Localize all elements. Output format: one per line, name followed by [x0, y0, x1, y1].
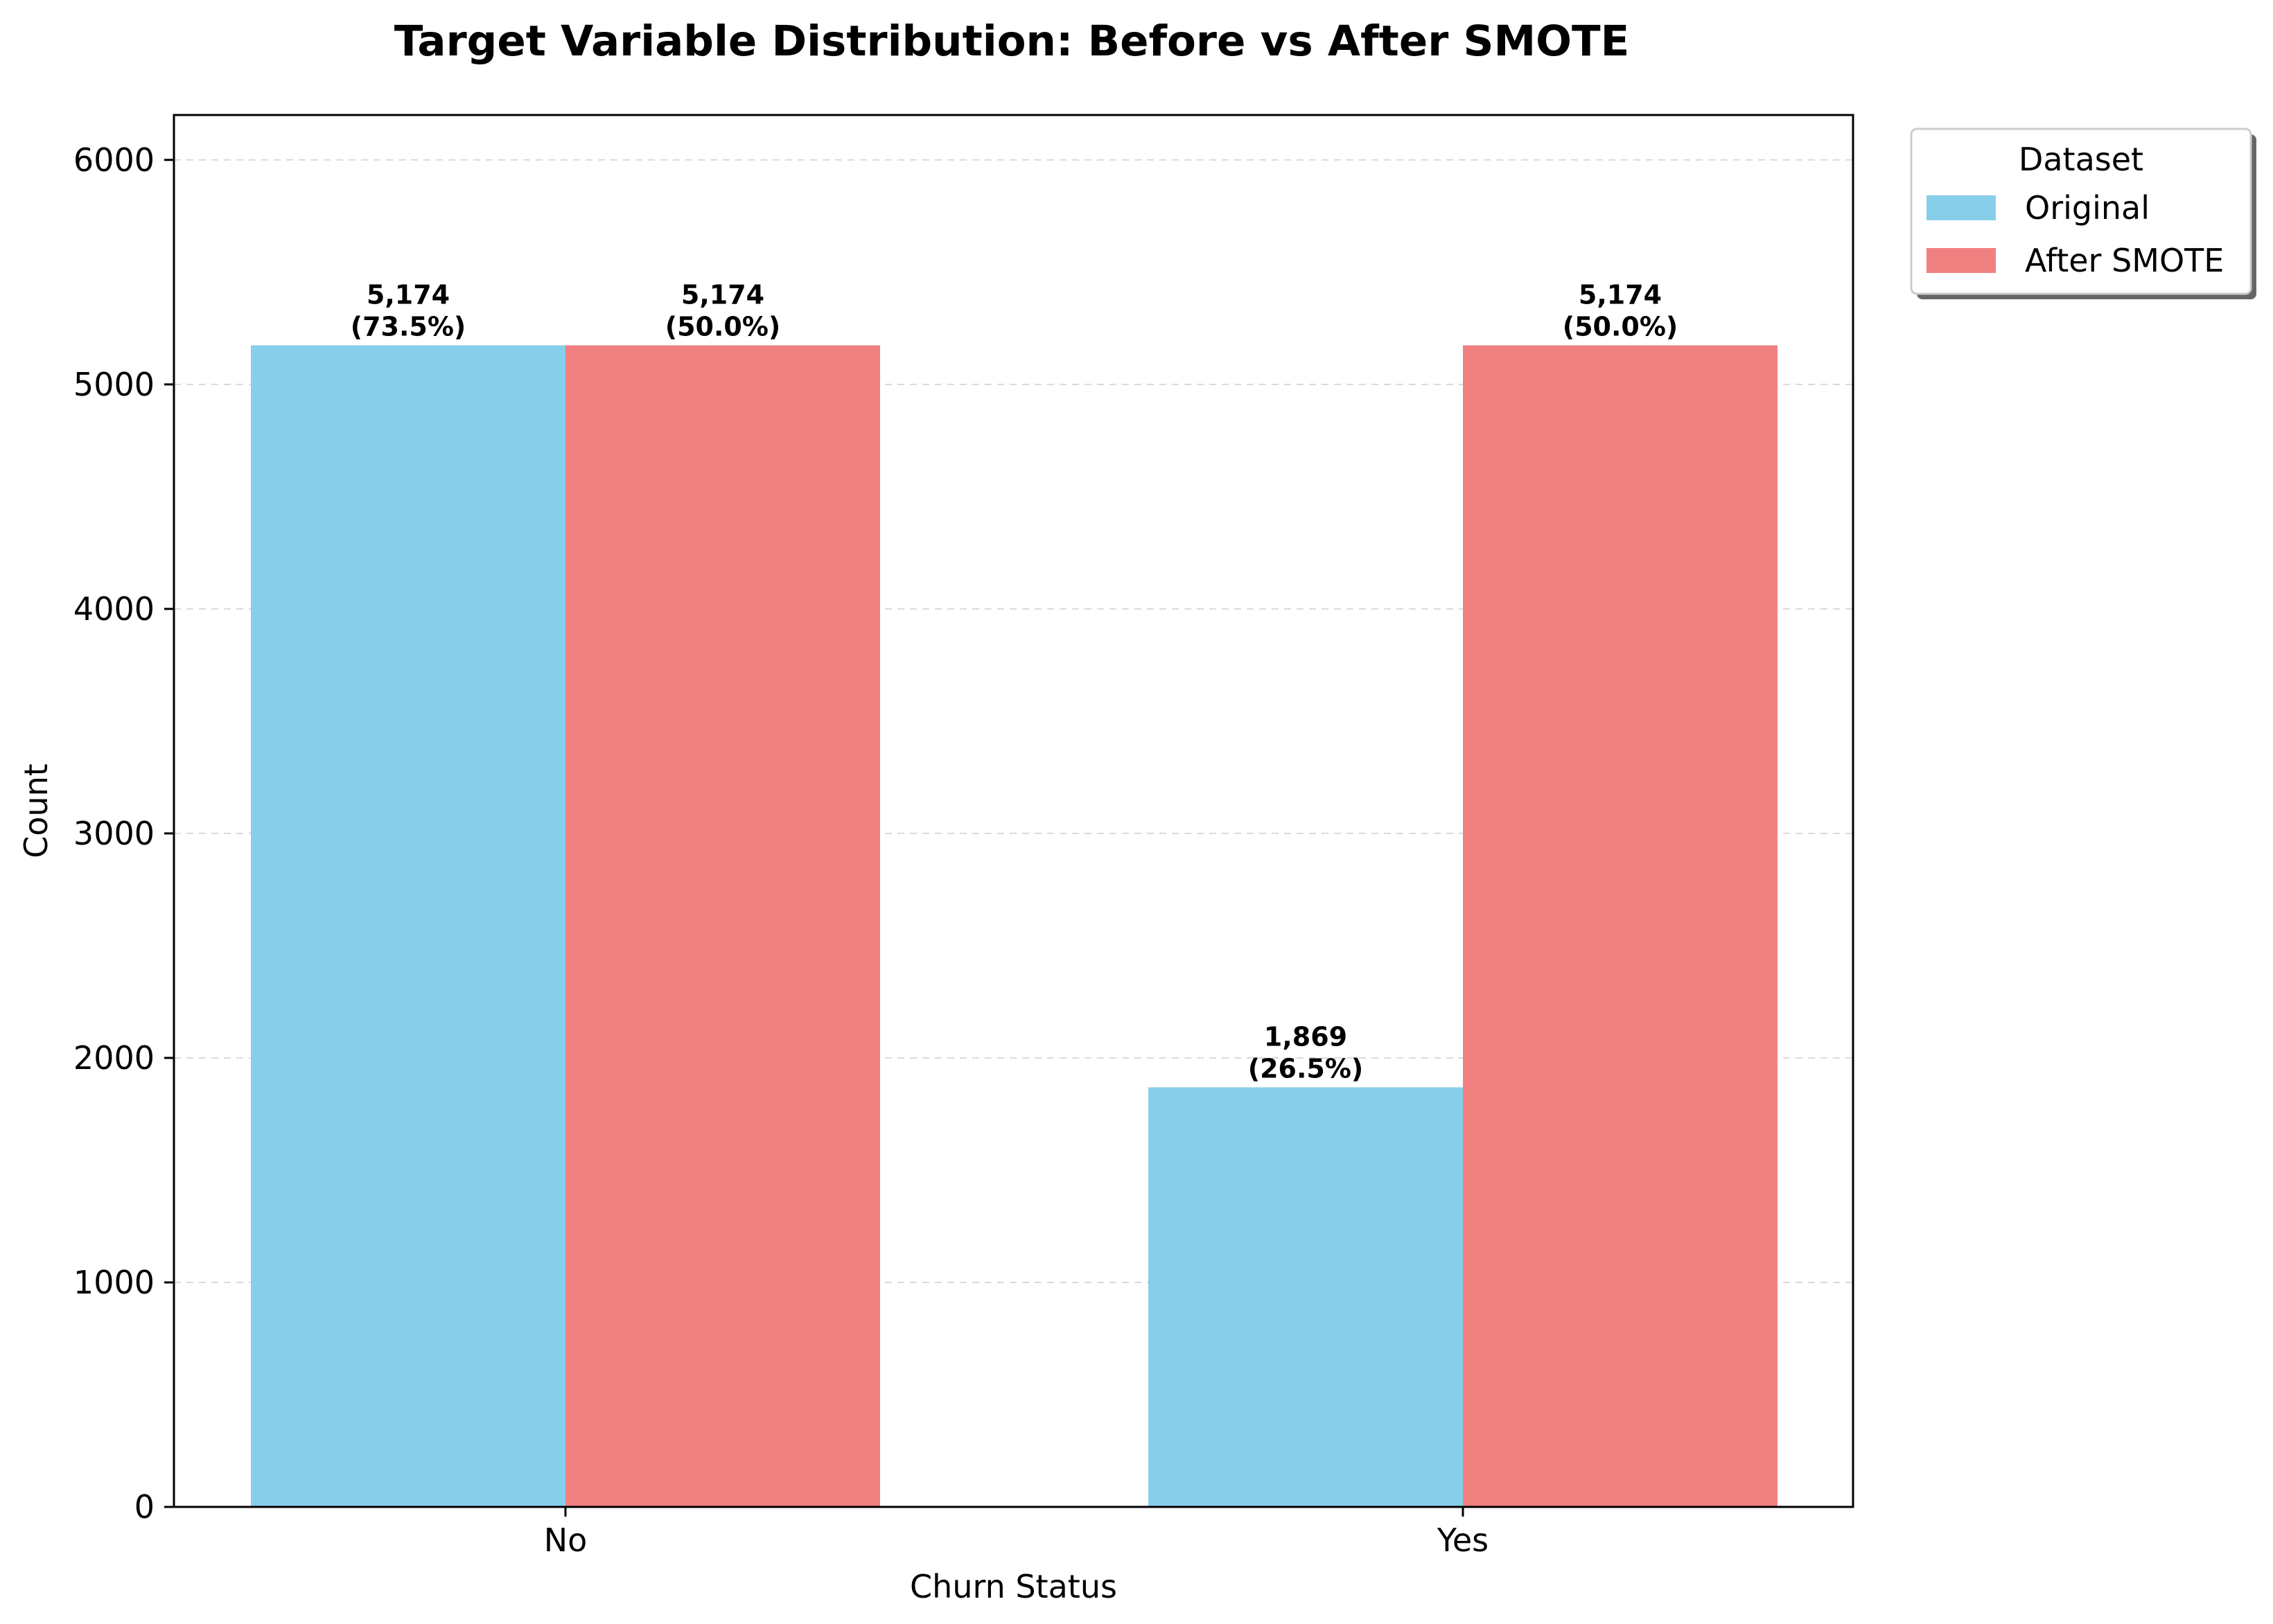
legend: Dataset Original After SMOTE — [1910, 127, 2256, 299]
legend-title: Dataset — [2019, 141, 2143, 178]
data-label: 5,174 (50.0%) — [665, 279, 781, 342]
x-tick-label: No — [544, 1521, 588, 1559]
data-labels: 5,174 (73.5%) 5,174 (50.0%) 1,869 (26.5%) 5,17… — [351, 279, 1678, 1084]
legend-box — [1910, 127, 2252, 295]
y-axis: 0 1000 2000 3000 4000 5000 6000 — [73, 141, 174, 1526]
plot-frame — [173, 114, 1854, 1508]
y-tick-label: 3000 — [73, 815, 155, 852]
bars — [251, 345, 1778, 1508]
data-label: 5,174 (73.5%) — [351, 279, 466, 342]
x-axis-label: Churn Status — [910, 1568, 1117, 1605]
data-label: 5,174 (50.0%) — [1563, 279, 1678, 342]
legend-label-after-smote: After SMOTE — [2025, 242, 2224, 279]
chart-title: Target Variable Distribution: Before vs … — [394, 17, 1630, 66]
y-axis-label: Count — [17, 764, 55, 858]
bar-after-smote-no — [565, 345, 880, 1508]
legend-swatch-after-smote — [1927, 248, 1996, 273]
y-tick-label: 1000 — [73, 1264, 155, 1301]
y-tick-label: 0 — [134, 1488, 155, 1526]
legend-label-original: Original — [2025, 189, 2150, 227]
y-tick-label: 5000 — [73, 366, 155, 403]
legend-items: Original After SMOTE — [1927, 189, 2224, 279]
legend-swatch-original — [1927, 195, 1996, 220]
x-axis: No Yes — [544, 1507, 1489, 1559]
bar-after-smote-yes — [1463, 345, 1778, 1508]
bar-original-yes — [1148, 1087, 1463, 1507]
y-tick-label: 2000 — [73, 1039, 155, 1077]
x-tick-label: Yes — [1437, 1521, 1489, 1559]
bar-original-no — [251, 345, 565, 1508]
y-tick-label: 4000 — [73, 590, 155, 628]
y-tick-label: 6000 — [73, 141, 155, 179]
data-label: 1,869 (26.5%) — [1248, 1021, 1364, 1084]
